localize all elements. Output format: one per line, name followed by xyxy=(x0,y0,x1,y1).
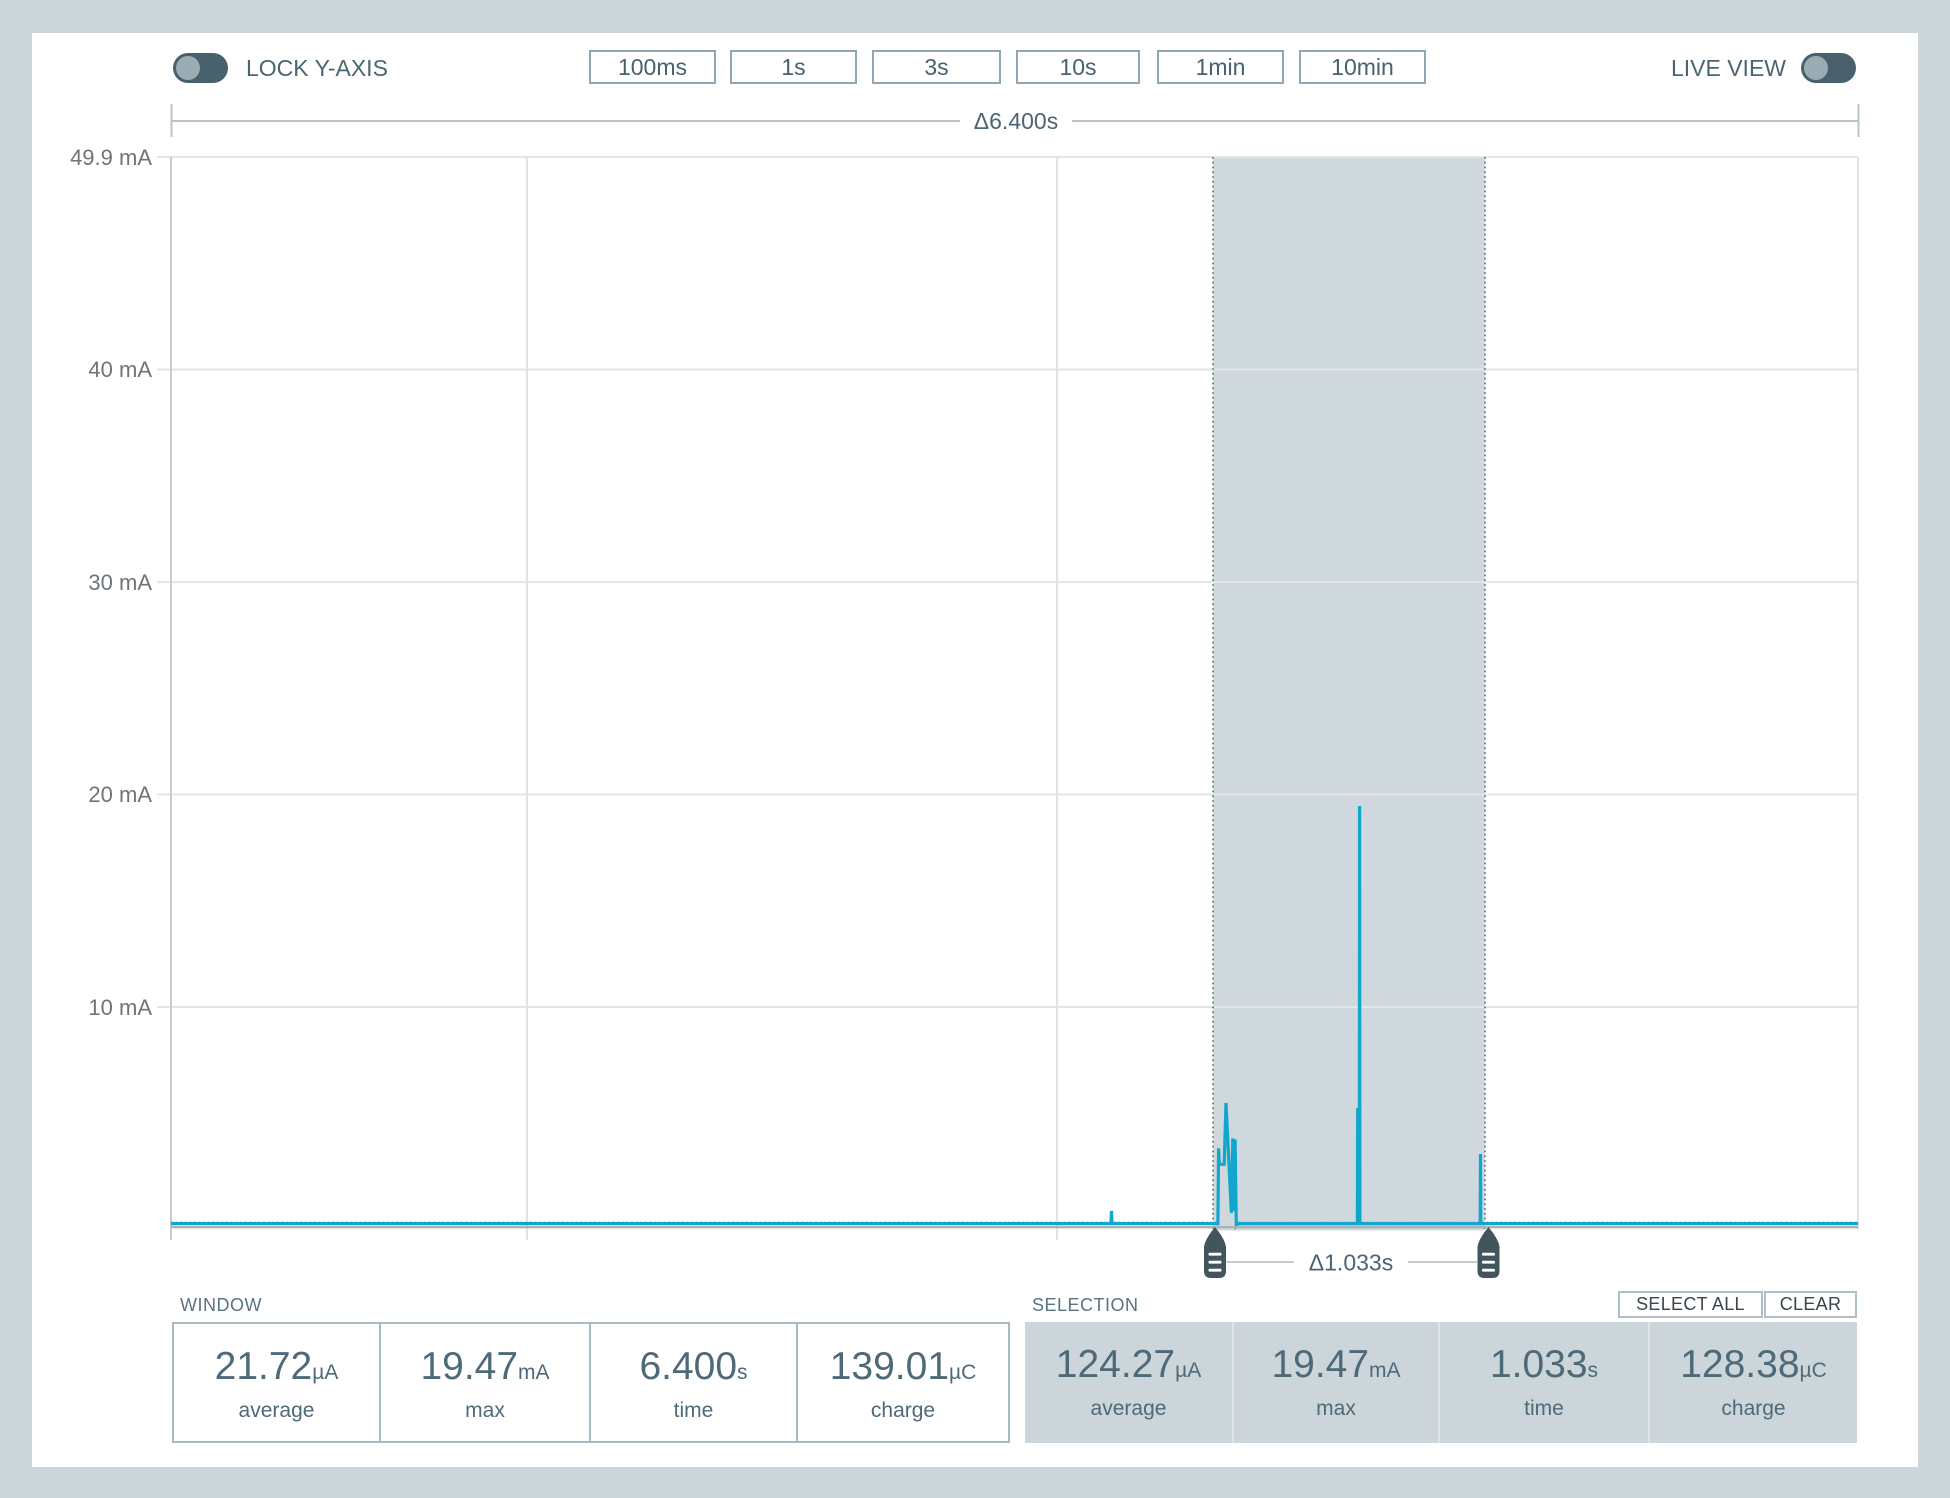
svg-text:40 mA: 40 mA xyxy=(88,357,152,382)
svg-text:Δ6.400s: Δ6.400s xyxy=(974,108,1058,134)
svg-text:Δ1.033s: Δ1.033s xyxy=(1309,1250,1393,1276)
svg-text:30 mA: 30 mA xyxy=(88,570,152,595)
svg-text:20 mA: 20 mA xyxy=(88,782,152,807)
svg-text:10 mA: 10 mA xyxy=(88,995,152,1020)
svg-text:49.9 mA: 49.9 mA xyxy=(70,145,152,170)
